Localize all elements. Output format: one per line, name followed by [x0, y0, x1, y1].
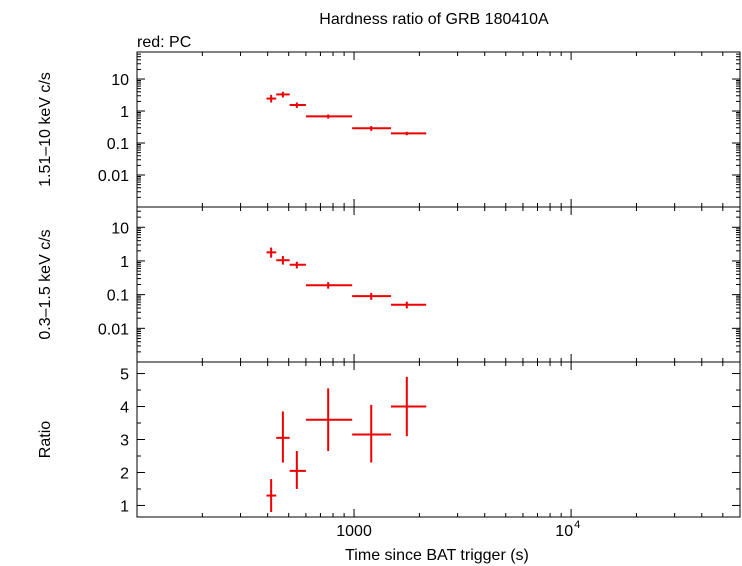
- y-axis-label-ratio: Ratio: [37, 421, 54, 458]
- data-point-hard: [266, 94, 277, 103]
- data-point-soft: [391, 301, 427, 309]
- y-tick-label: 0.01: [98, 168, 129, 185]
- x-axis-label: Time since BAT trigger (s): [345, 547, 529, 564]
- mode-legend: red: PC: [137, 34, 191, 51]
- data-point-ratio: [352, 404, 392, 463]
- data-point-hard: [352, 126, 392, 131]
- y-tick-label: 4: [120, 400, 129, 417]
- y-tick-label: 2: [120, 465, 129, 482]
- data-point-soft: [289, 261, 306, 269]
- x-tick-label: 1000: [336, 523, 372, 540]
- data-point-hard: [391, 131, 427, 136]
- y-tick-label: 3: [120, 433, 129, 450]
- y-tick-label: 0.01: [98, 321, 129, 338]
- data-layer: [266, 91, 427, 513]
- y-tick-label: 5: [120, 367, 129, 384]
- y-axis-label-soft: 0.3–1.5 keV c/s: [37, 229, 54, 339]
- data-point-ratio: [391, 376, 427, 437]
- data-point-hard: [305, 114, 353, 119]
- y-tick-label: 10: [111, 220, 129, 237]
- x-tick-label-exponent: 4: [574, 519, 580, 531]
- data-point-hard: [289, 102, 306, 108]
- data-point-ratio: [305, 388, 353, 452]
- data-point-ratio: [276, 411, 290, 463]
- chart-title: Hardness ratio of GRB 180410A: [319, 11, 549, 28]
- y-tick-label: 10: [111, 72, 129, 89]
- data-point-soft: [266, 247, 277, 258]
- data-point-hard: [276, 91, 290, 98]
- axes-layer: 0.01 0.1 1 10 1.51–10 keV c/s 0.01 0.1 1 10 0.3–1…: [37, 51, 741, 540]
- panel-frame-soft: [136, 206, 741, 363]
- panel-frame-ratio: [136, 361, 741, 518]
- data-point-soft: [305, 282, 353, 289]
- data-point-ratio: [266, 479, 277, 513]
- y-tick-label: 0.1: [107, 288, 129, 305]
- y-tick-label: 1: [120, 104, 129, 121]
- data-point-soft: [352, 292, 392, 300]
- data-point-ratio: [289, 451, 306, 489]
- y-tick-label: 1: [120, 498, 129, 515]
- x-tick-label: 10: [555, 523, 573, 540]
- panel-frame-hard: [136, 51, 741, 208]
- y-tick-label: 1: [120, 254, 129, 271]
- y-axis-label-hard: 1.51–10 keV c/s: [37, 72, 54, 187]
- data-point-soft: [276, 256, 290, 265]
- y-tick-label: 0.1: [107, 136, 129, 153]
